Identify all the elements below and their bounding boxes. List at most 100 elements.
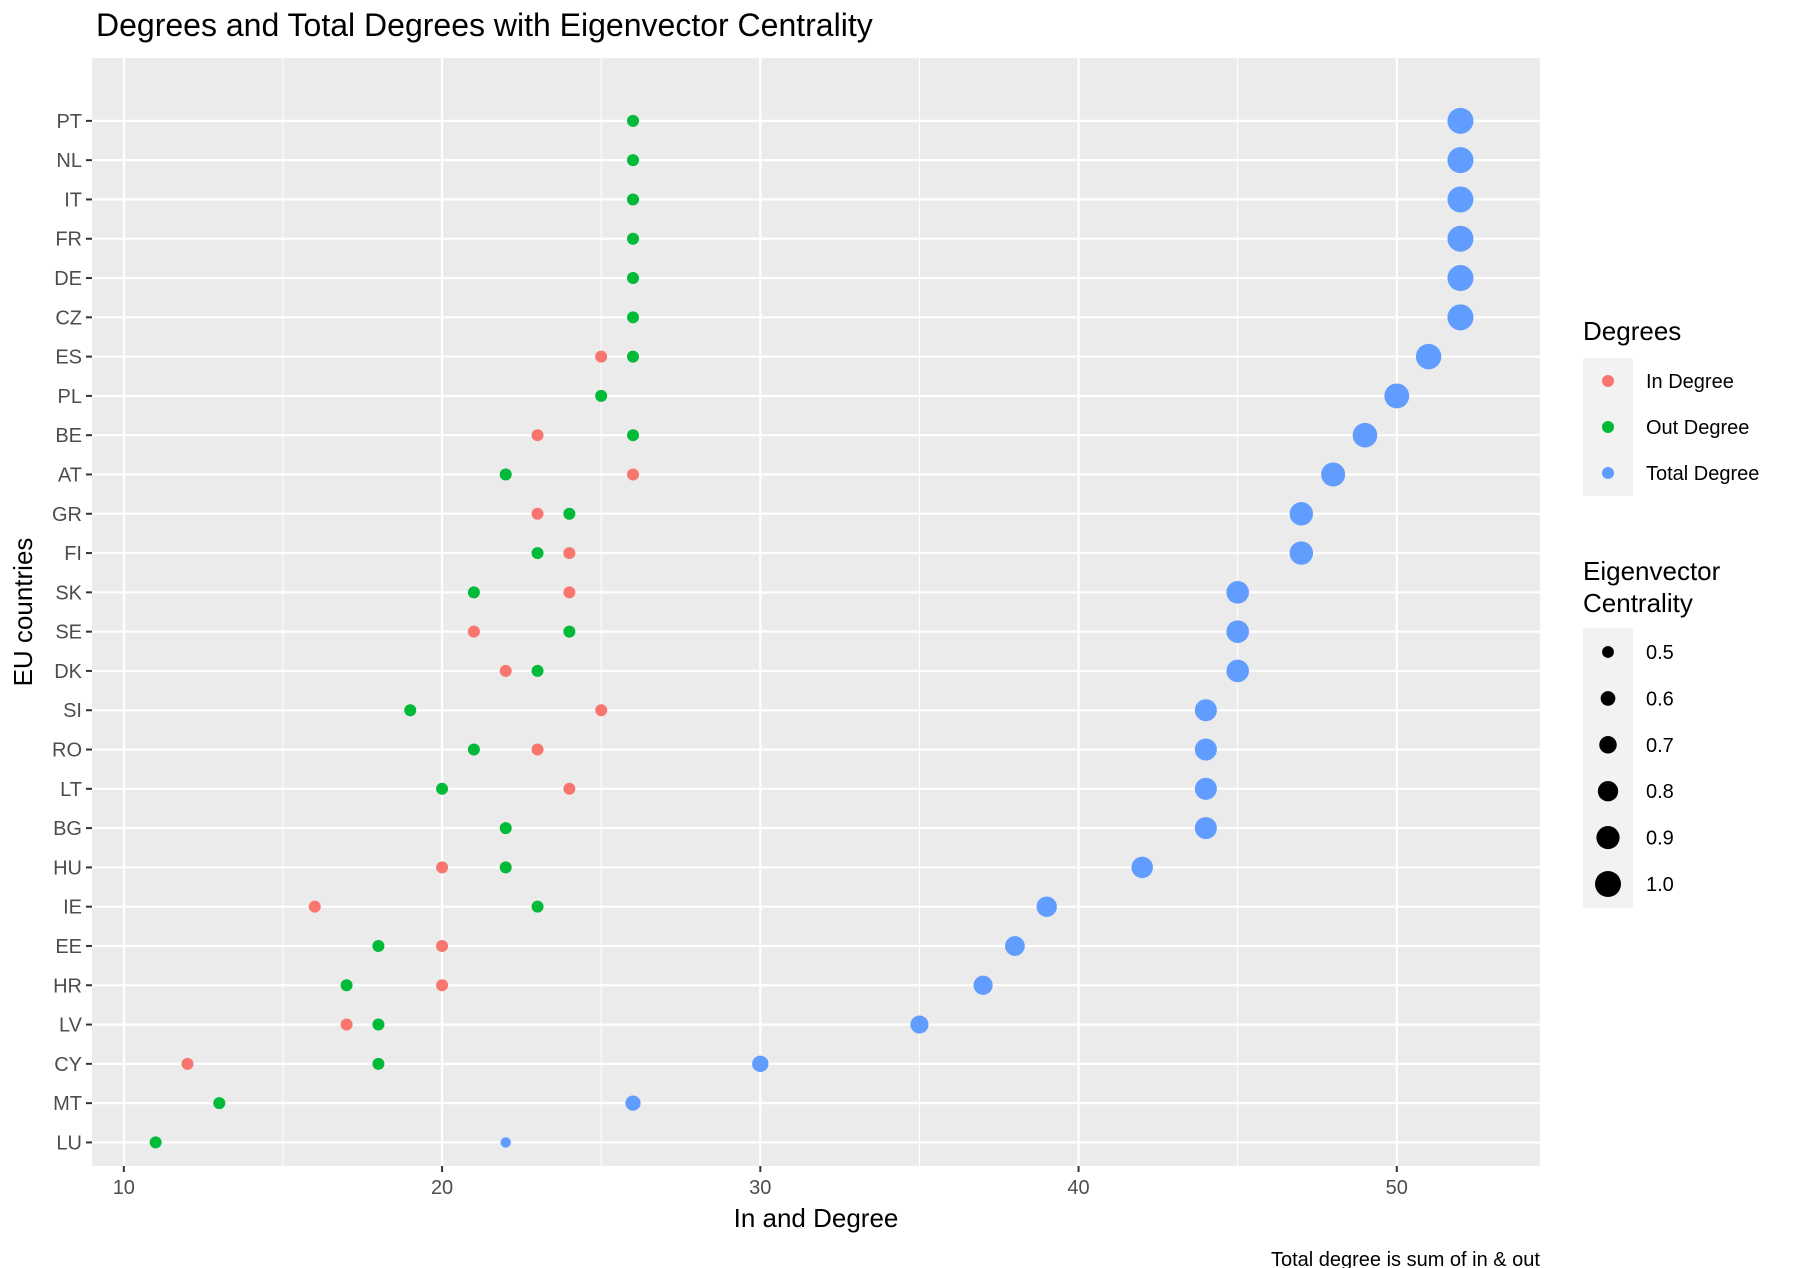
legend-color-label: In Degree — [1646, 371, 1734, 393]
legend-size-label: 1.0 — [1646, 874, 1674, 896]
point — [1194, 817, 1217, 840]
y-tick-label: RO — [52, 740, 82, 762]
legend-color-items: In Degree Out Degree Total Degree — [1602, 371, 1759, 485]
point — [500, 1137, 511, 1148]
legend-size-key — [1599, 736, 1617, 754]
point — [436, 979, 449, 992]
point — [1447, 107, 1474, 134]
point — [499, 861, 512, 874]
y-tick-label: NL — [56, 150, 82, 172]
x-tick-label: 10 — [113, 1177, 135, 1199]
y-tick-label: ES — [55, 347, 82, 369]
point — [1352, 422, 1378, 448]
legend-size-label: 0.5 — [1646, 642, 1674, 664]
point — [149, 1136, 162, 1149]
point — [436, 939, 449, 952]
point — [531, 507, 544, 520]
point — [1194, 699, 1217, 722]
legend-size-label: 0.8 — [1646, 781, 1674, 803]
y-tick-label: LV — [59, 1015, 83, 1037]
legend-size-key — [1597, 781, 1619, 802]
x-tick-label: 50 — [1386, 1177, 1408, 1199]
legend-size-items: 0.5 0.6 0.7 0.8 0.9 1.0 — [1595, 642, 1674, 897]
grid-major — [92, 58, 1540, 1166]
y-tick-label: AT — [58, 464, 82, 486]
point — [752, 1055, 769, 1073]
legend-color-key — [1602, 421, 1614, 433]
point — [1226, 581, 1249, 604]
point — [1447, 147, 1474, 174]
plot-panel — [92, 58, 1540, 1166]
y-tick-label: DE — [54, 268, 82, 290]
legend-size-key — [1602, 646, 1614, 658]
y-tick-label: CY — [54, 1054, 82, 1076]
y-tick-label: HR — [53, 975, 82, 997]
point — [1447, 265, 1474, 292]
point — [595, 704, 608, 717]
legend-size-label: 0.7 — [1646, 735, 1674, 757]
y-tick-label: LU — [56, 1132, 82, 1154]
point — [372, 1018, 385, 1031]
point — [1131, 856, 1153, 879]
point — [467, 743, 480, 756]
point — [563, 586, 576, 599]
point — [627, 154, 640, 167]
point — [499, 664, 512, 677]
y-tick-label: BE — [55, 425, 82, 447]
x-tick-label: 20 — [431, 1177, 453, 1199]
point — [531, 547, 544, 560]
point — [1194, 738, 1217, 761]
point — [627, 311, 640, 324]
legend-size-keys-bg — [1583, 628, 1633, 908]
point — [1226, 620, 1249, 643]
y-tick-label: FR — [55, 229, 82, 251]
legend-size-key — [1600, 691, 1616, 706]
y-tick-label: LT — [60, 779, 82, 801]
point — [531, 900, 544, 913]
point — [531, 743, 544, 756]
point — [563, 782, 576, 795]
caption: Total degree is sum of in & out — [1271, 1249, 1540, 1268]
y-tick-label: DK — [54, 661, 82, 683]
legend-size-title-line1: Eigenvector — [1583, 556, 1721, 586]
x-axis-title: In and Degree — [734, 1203, 899, 1233]
point — [1036, 896, 1057, 917]
point — [625, 1095, 641, 1111]
x-tick-label: 30 — [749, 1177, 771, 1199]
point — [308, 900, 321, 913]
point — [910, 1015, 929, 1034]
point — [627, 232, 640, 245]
point — [1447, 186, 1474, 213]
y-tick-label: HU — [53, 857, 82, 879]
y-axis-title: EU countries — [8, 538, 38, 687]
point — [531, 429, 544, 442]
point — [1384, 383, 1410, 409]
point — [627, 350, 640, 363]
y-tick-label: IT — [64, 189, 82, 211]
y-tick-label: CZ — [55, 307, 82, 329]
point — [563, 547, 576, 560]
point — [627, 193, 640, 206]
legend-color-key — [1602, 467, 1614, 479]
legend-size-key — [1595, 871, 1621, 897]
point — [531, 664, 544, 677]
y-tick-label: BG — [53, 818, 82, 840]
chart-title: Degrees and Total Degrees with Eigenvect… — [96, 7, 873, 43]
y-tick-label: PL — [58, 386, 82, 408]
data-points — [149, 107, 1474, 1149]
point — [467, 586, 480, 599]
point — [213, 1097, 226, 1110]
legend-size-key — [1596, 826, 1620, 850]
legend-color-label: Out Degree — [1646, 417, 1749, 439]
point — [372, 939, 385, 952]
point — [1447, 304, 1474, 331]
point — [340, 979, 353, 992]
point — [1289, 502, 1314, 526]
legend-size-label: 0.9 — [1646, 828, 1674, 850]
point — [436, 861, 449, 874]
y-tick-label: SE — [55, 622, 82, 644]
point — [563, 625, 576, 638]
legend-color-label: Total Degree — [1646, 463, 1759, 485]
